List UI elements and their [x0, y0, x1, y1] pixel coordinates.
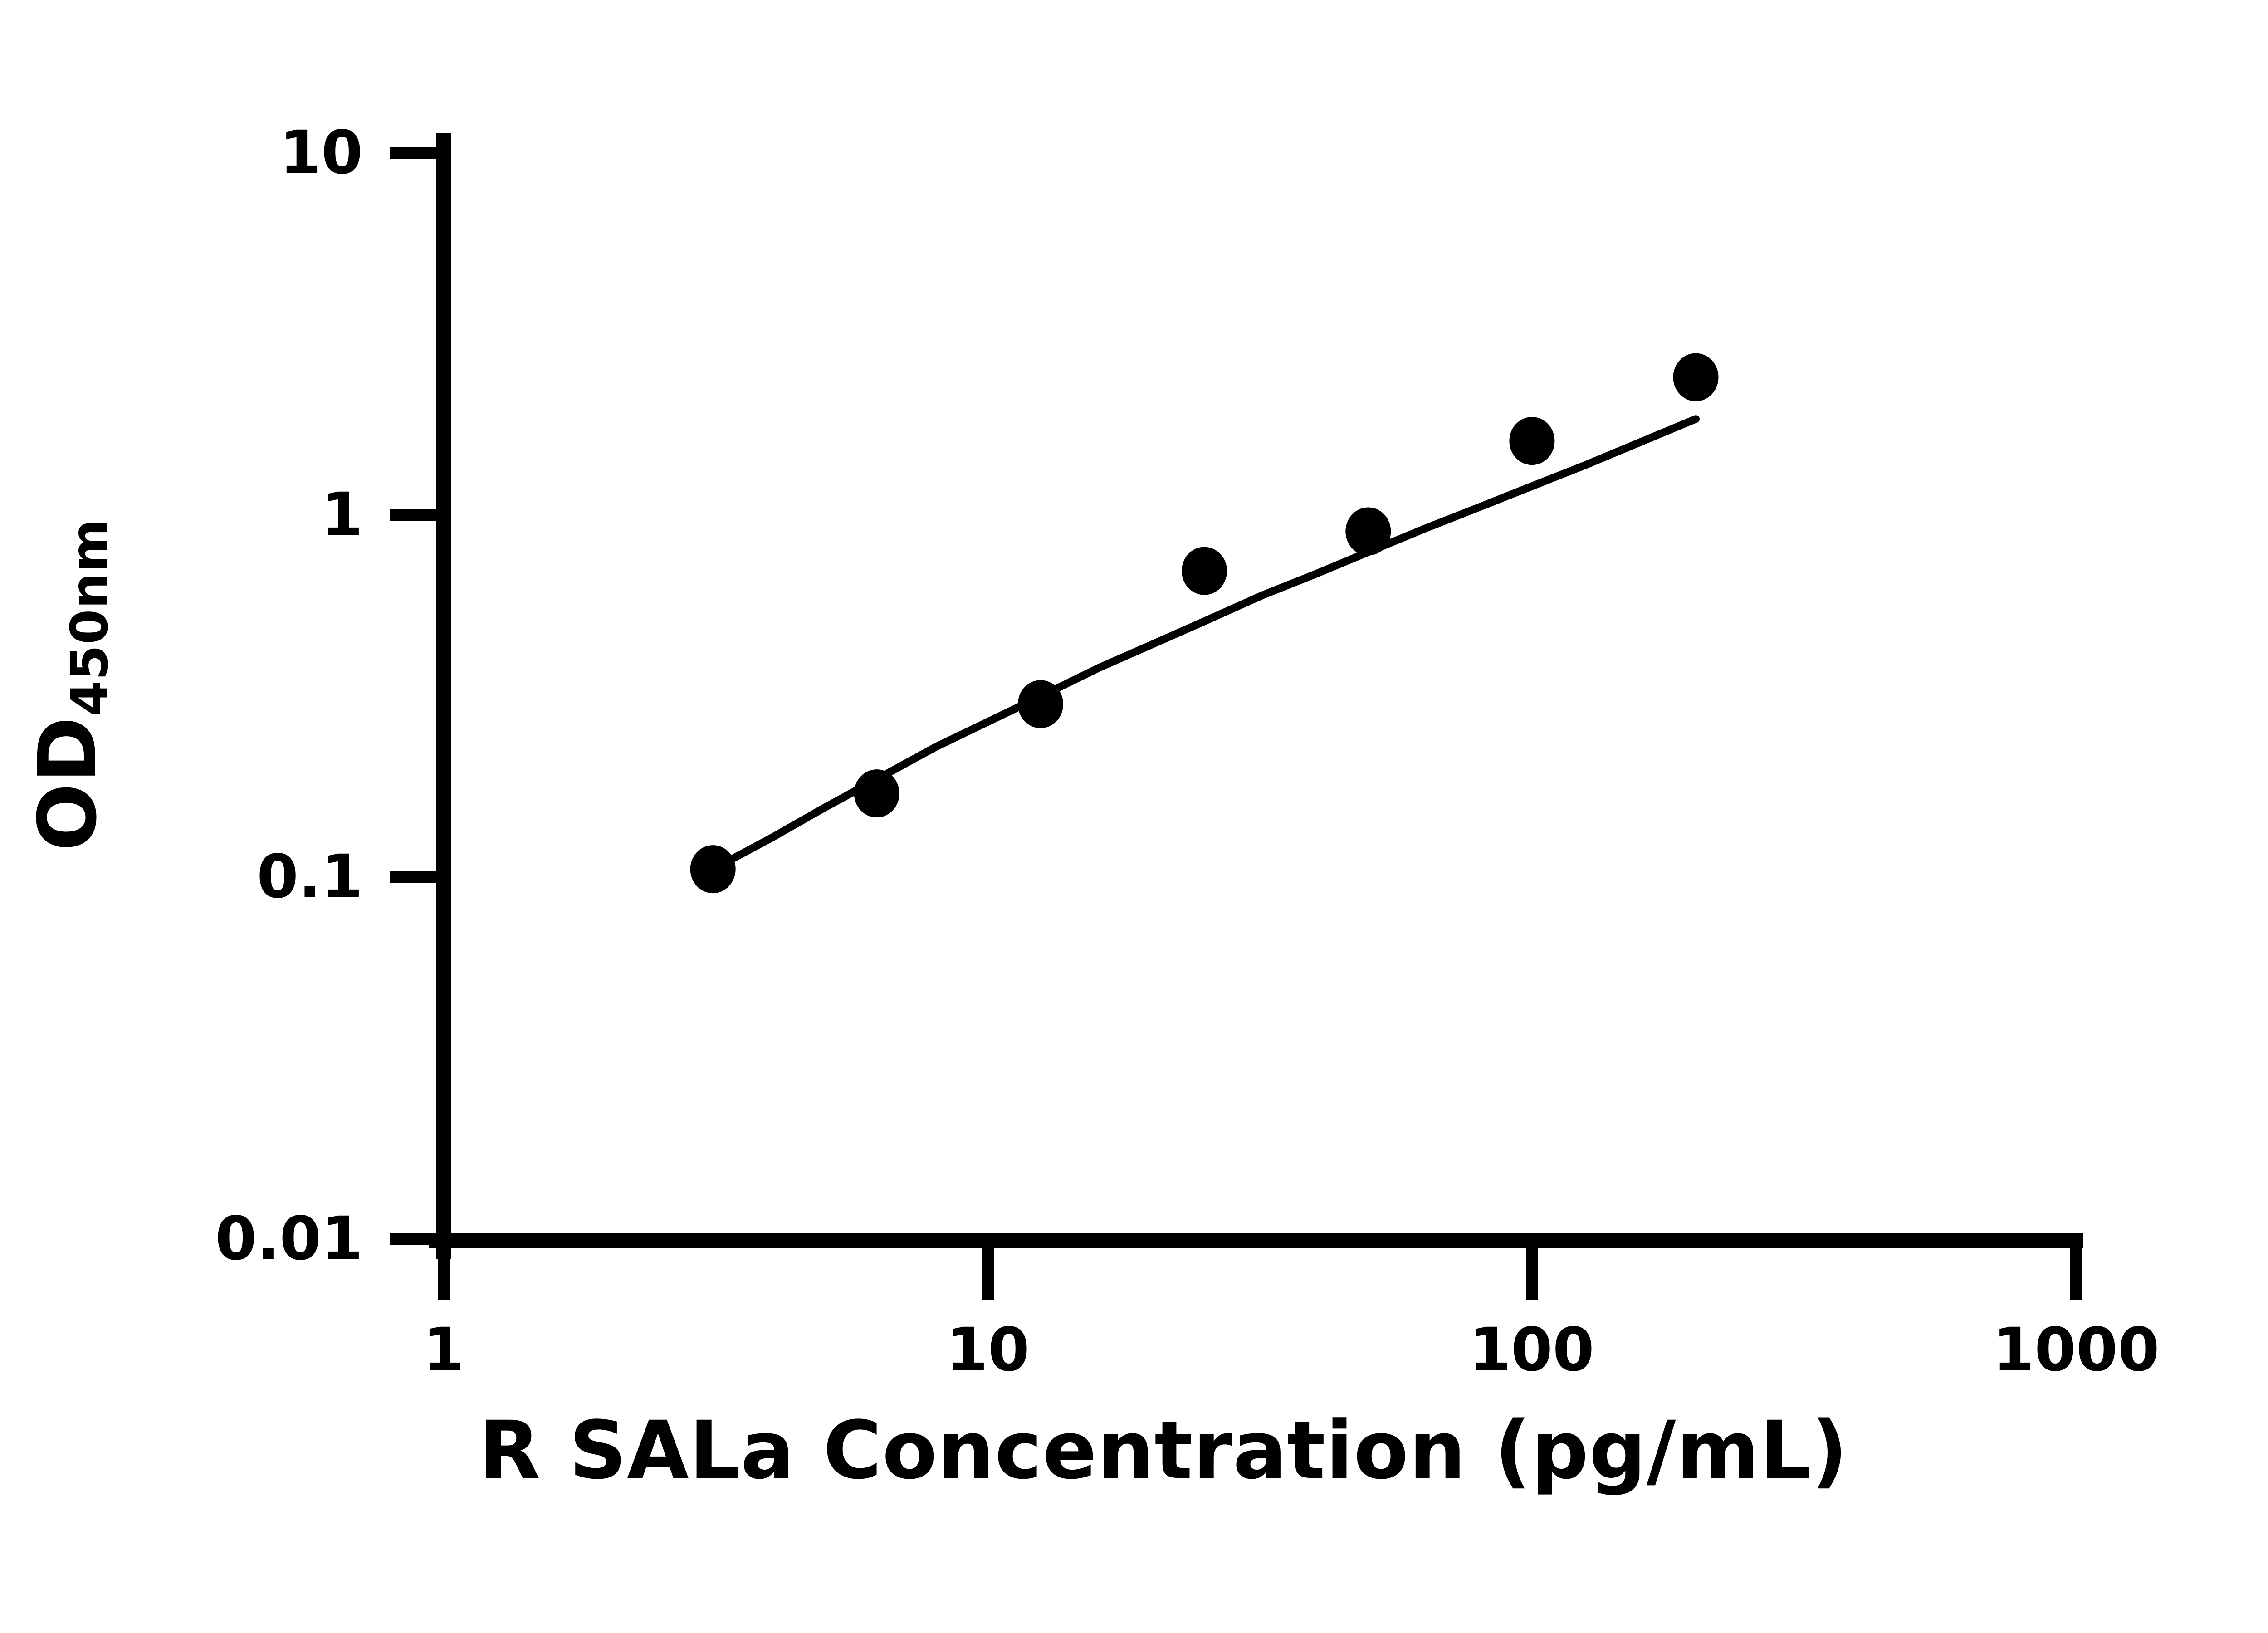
data-point-2 — [854, 769, 899, 818]
y-axis-title: OD450nm — [21, 519, 119, 851]
y-tick-label-0-1: 0.1 — [257, 842, 363, 912]
y-axis-title-main: OD — [21, 716, 114, 851]
data-point-5 — [1345, 507, 1391, 556]
y-axis-title-subscript: 450nm — [60, 518, 119, 716]
data-point-7 — [1673, 353, 1719, 401]
x-axis-ticks — [438, 1241, 2082, 1300]
data-point-1 — [690, 845, 736, 894]
data-point-4 — [1182, 547, 1227, 595]
x-tick-label-1000: 1000 — [1993, 1315, 2160, 1385]
y-tick-label-0-01: 0.01 — [215, 1204, 363, 1274]
y-tick-label-1: 1 — [321, 480, 363, 550]
data-point-6 — [1509, 417, 1555, 465]
y-axis-ticks — [390, 147, 444, 1245]
data-point-3 — [1018, 680, 1063, 728]
y-tick-label-10: 10 — [279, 118, 363, 188]
x-tick-label-100: 100 — [1469, 1315, 1594, 1385]
x-axis-title: R SALa Concentration (pg/mL) — [479, 1404, 1848, 1497]
data-point-markers — [690, 353, 1719, 894]
x-tick-label-10: 10 — [946, 1315, 1030, 1385]
x-tick-label-1: 1 — [423, 1315, 464, 1385]
